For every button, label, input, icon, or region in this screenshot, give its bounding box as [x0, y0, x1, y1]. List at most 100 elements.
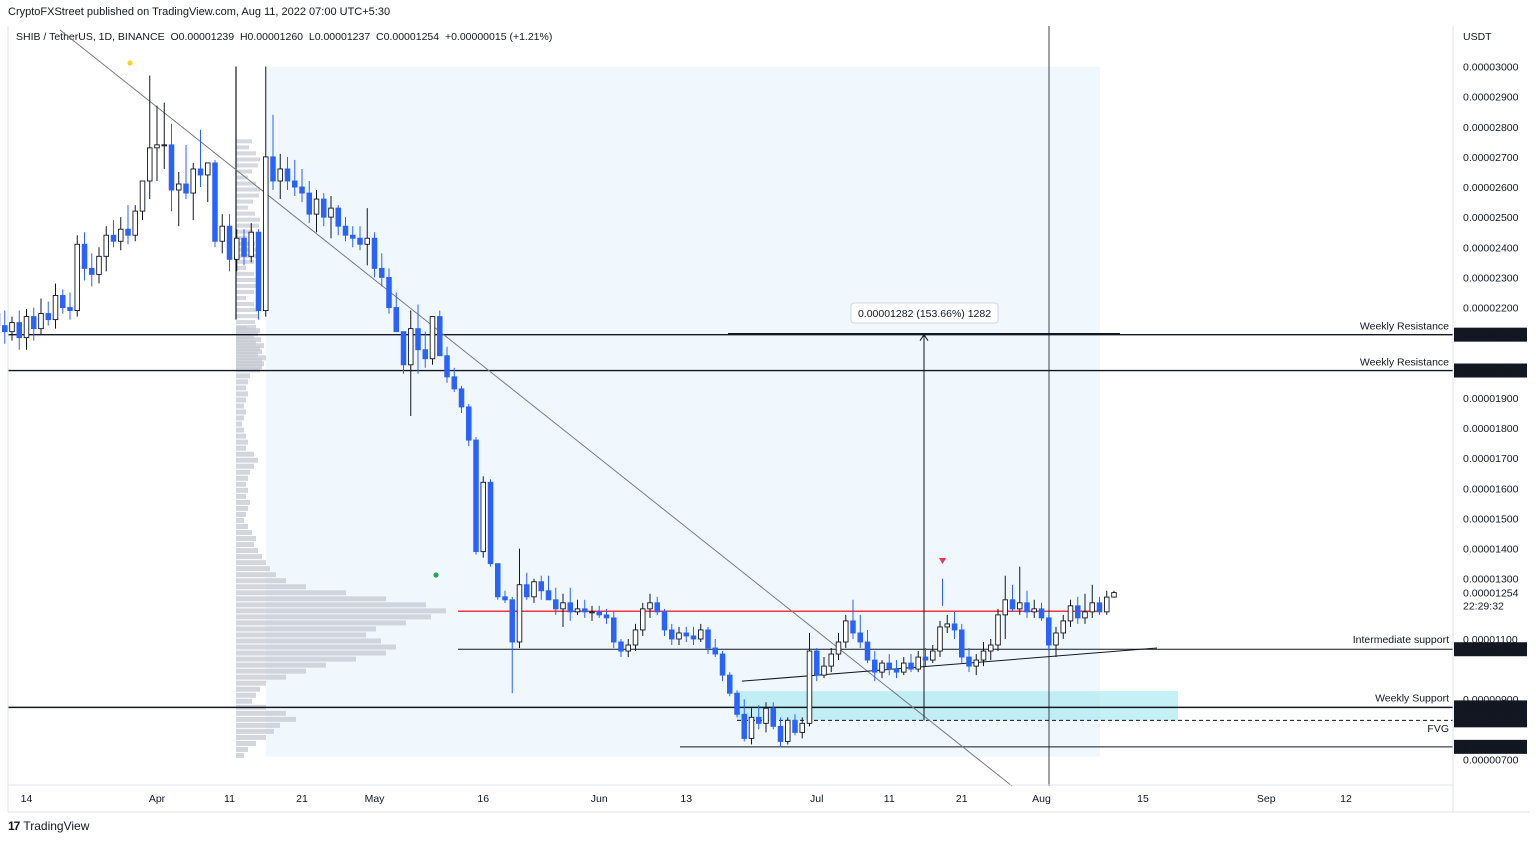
- candle: [1045, 614, 1052, 652]
- level-price-tag-bg: [1454, 700, 1527, 715]
- candle: [284, 156, 291, 191]
- candle-body: [52, 295, 59, 321]
- symbol-legend: SHIB / TetherUS, 1D, BINANCE O0.00001239…: [16, 31, 552, 43]
- candle-body: [357, 237, 363, 245]
- drawing-lines: 0.00001282 (153.66%) 1282: [8, 26, 1453, 787]
- candle-body: [117, 228, 124, 242]
- volume-profile-bar: [236, 650, 386, 656]
- price-tick-label: 0.00002600: [1463, 182, 1519, 194]
- volume-profile-bar: [236, 427, 244, 433]
- candle: [480, 476, 487, 558]
- candle: [422, 331, 429, 368]
- candle: [139, 180, 146, 221]
- volume-profile-bar: [236, 277, 259, 282]
- candle: [603, 608, 610, 624]
- candle-body: [828, 653, 835, 667]
- price-tick-label: 0.00002900: [1463, 92, 1519, 104]
- volume-profile-bar: [236, 523, 248, 529]
- ohlc-low: L0.00001237: [308, 31, 371, 43]
- candle-body: [364, 237, 371, 245]
- candle: [16, 310, 23, 350]
- candle-body: [255, 231, 262, 312]
- candle-body: [864, 641, 871, 661]
- candle-body: [1017, 602, 1023, 610]
- volume-profile-bar: [236, 391, 248, 397]
- candle-body: [190, 168, 196, 194]
- candle: [81, 232, 88, 281]
- volume-profile-bar: [236, 358, 262, 364]
- time-tick-label: 12: [1340, 793, 1352, 805]
- candle: [748, 708, 755, 745]
- candle: [466, 403, 472, 447]
- candle: [915, 651, 922, 673]
- candle-body: [872, 659, 878, 673]
- candle-body: [524, 584, 530, 598]
- volume-profile-bar: [236, 554, 262, 560]
- candle: [437, 310, 443, 357]
- candle-body: [1031, 608, 1037, 613]
- candle: [857, 614, 864, 649]
- candle-body: [915, 656, 922, 670]
- candle-body: [321, 198, 327, 218]
- candle: [756, 705, 762, 730]
- volume-profile-bar: [236, 326, 247, 331]
- candle-body: [292, 180, 298, 188]
- candle-body: [473, 439, 479, 553]
- volume-profile-bar: [236, 746, 248, 752]
- candle: [60, 289, 66, 314]
- candle: [770, 702, 777, 730]
- candle-body: [719, 653, 726, 676]
- candle: [379, 253, 385, 287]
- volume-profile-bar: [236, 463, 254, 469]
- candle: [74, 235, 80, 317]
- candle: [103, 226, 109, 272]
- candle: [154, 105, 160, 181]
- candle: [1074, 596, 1081, 624]
- level-label: FVG: [1427, 723, 1449, 735]
- candle: [944, 614, 951, 633]
- volume-profile-bar: [236, 181, 256, 186]
- candle: [125, 205, 131, 245]
- volume-profile: [235, 66, 446, 758]
- candle-body: [2, 325, 8, 333]
- candle-body: [487, 481, 494, 565]
- candle-body: [16, 322, 23, 339]
- volume-profile-bar: [236, 686, 260, 692]
- volume-profile-bar: [236, 145, 249, 150]
- candle: [400, 331, 407, 374]
- candle-body: [618, 641, 624, 652]
- volume-profile-bar: [236, 403, 244, 409]
- countdown-label: 22:29:32: [1463, 601, 1504, 613]
- volume-profile-bar: [236, 175, 248, 180]
- candle: [175, 171, 182, 227]
- candle-body: [748, 716, 755, 739]
- price-change: +0.00000015 (+1.21%): [444, 31, 553, 43]
- candle: [582, 599, 588, 618]
- price-tick-label: 0.00002400: [1463, 242, 1519, 254]
- candle: [676, 626, 682, 646]
- price-tick-label: 0.00001500: [1463, 513, 1519, 525]
- price-tick-label: 0.00002200: [1463, 303, 1519, 315]
- candle-body: [647, 602, 653, 610]
- candle-body: [110, 234, 117, 242]
- candle-body: [175, 183, 182, 191]
- candle: [1111, 590, 1117, 598]
- candle: [197, 129, 204, 188]
- candle: [640, 602, 646, 636]
- candle: [263, 66, 269, 317]
- candle: [835, 632, 842, 661]
- candle-body: [1074, 605, 1081, 619]
- candle: [661, 608, 668, 636]
- candle-body: [168, 144, 175, 191]
- candle-body: [857, 632, 864, 643]
- candle: [429, 316, 436, 365]
- candle: [110, 220, 117, 248]
- candle: [567, 587, 574, 621]
- candle: [277, 153, 284, 200]
- volume-profile-bar: [236, 602, 426, 608]
- candle: [872, 651, 878, 682]
- level-price-tag-bg: [1454, 642, 1527, 657]
- candle-body: [516, 584, 523, 643]
- candle: [806, 632, 813, 727]
